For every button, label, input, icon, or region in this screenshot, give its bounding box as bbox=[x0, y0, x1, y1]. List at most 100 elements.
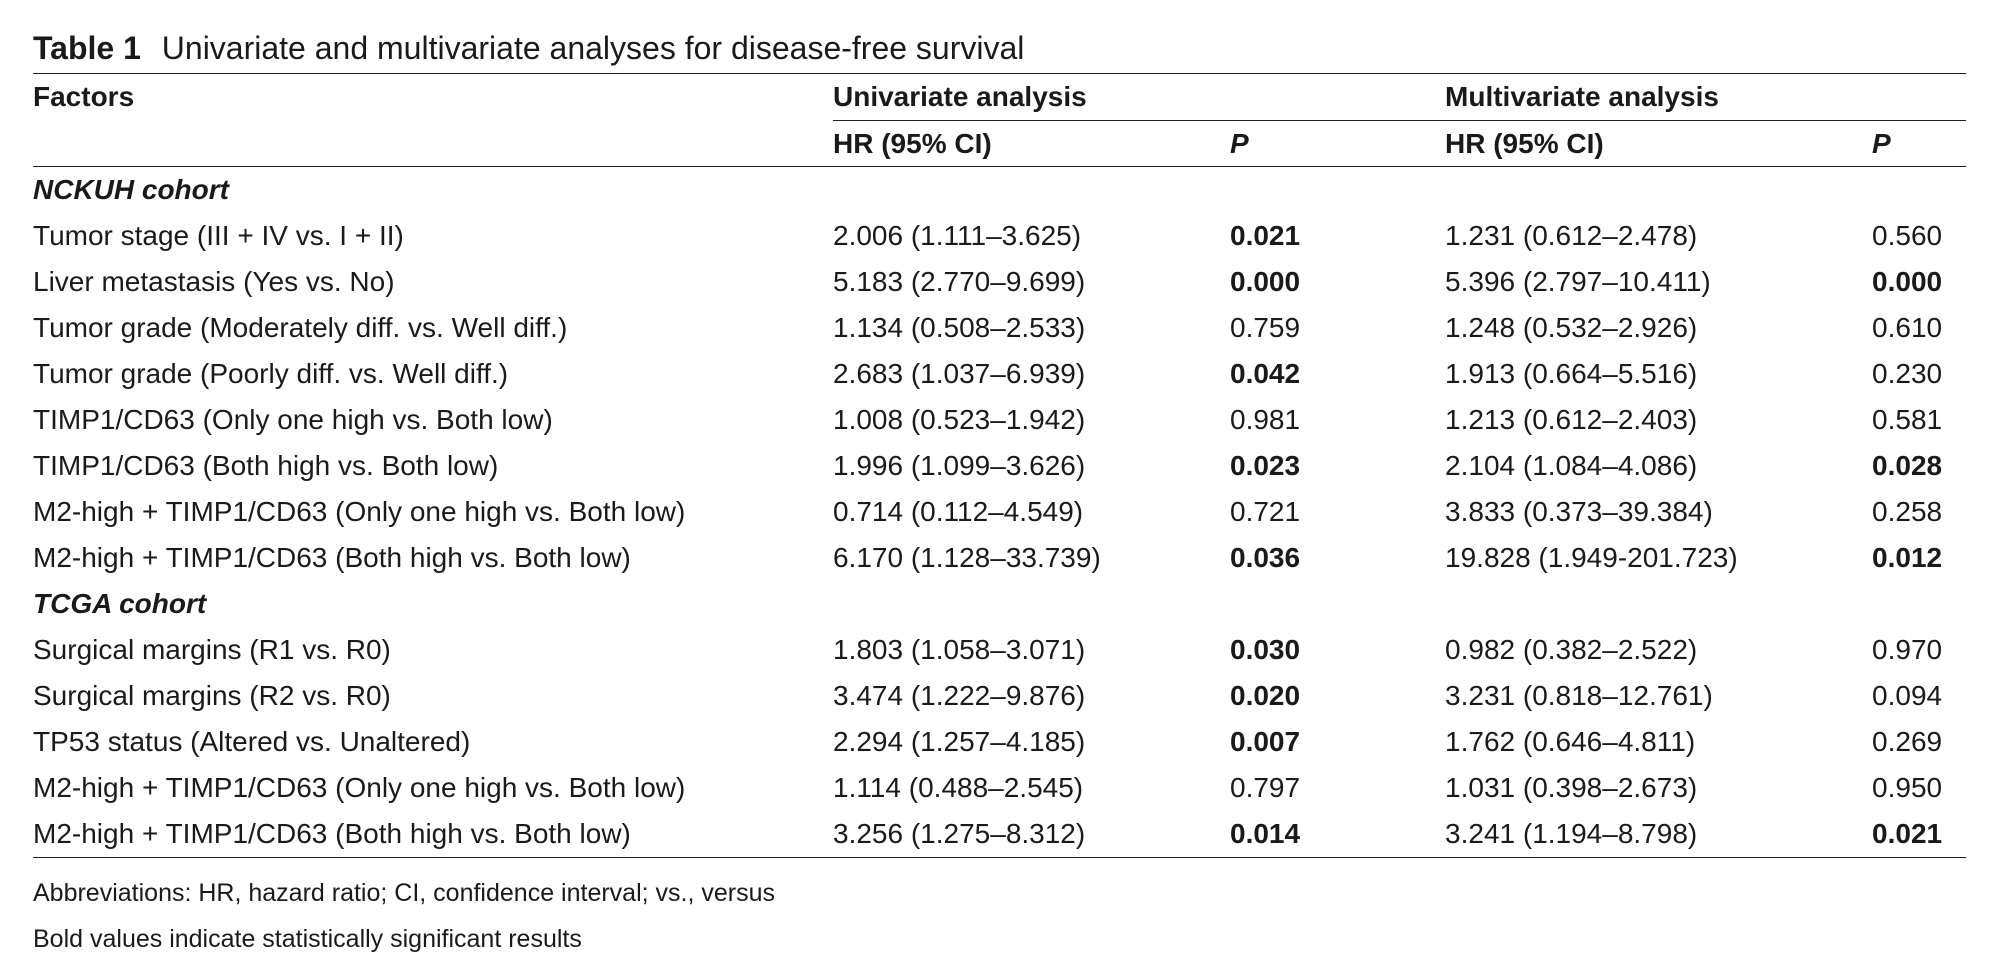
multivariate-p-cell: 0.012 bbox=[1872, 542, 1943, 573]
univariate-hr-cell: 1.008 (0.523–1.942) bbox=[833, 404, 1086, 435]
table-row: Tumor grade (Moderately diff. vs. Well d… bbox=[33, 305, 1966, 351]
factor-cell: TIMP1/CD63 (Only one high vs. Both low) bbox=[33, 404, 553, 435]
table-row: M2-high + TIMP1/CD63 (Both high vs. Both… bbox=[33, 811, 1967, 858]
table-title: Univariate and multivariate analyses for… bbox=[161, 30, 1025, 66]
factor-cell: TIMP1/CD63 (Both high vs. Both low) bbox=[33, 450, 499, 481]
multivariate-p-cell: 0.230 bbox=[1872, 358, 1943, 389]
table-row: M2-high + TIMP1/CD63 (Only one high vs. … bbox=[33, 489, 1966, 535]
multivariate-hr-cell: 1.248 (0.532–2.926) bbox=[1445, 312, 1698, 343]
univariate-p-cell: 0.007 bbox=[1230, 726, 1301, 757]
univariate-p-cell: 0.014 bbox=[1230, 811, 1446, 858]
table-row: Surgical margins (R1 vs. R0) 1.803 (1.058… bbox=[33, 627, 1966, 673]
univariate-hr-cell: 6.170 (1.128–33.739) bbox=[833, 542, 1101, 573]
multi-hr-header: HR (95% CI) bbox=[1445, 120, 1873, 167]
multivariate-hr-cell: 1.762 (0.646–4.811) bbox=[1445, 726, 1696, 757]
univariate-hr-cell: 1.803 (1.058–3.071) bbox=[833, 634, 1086, 665]
univariate-p-cell: 0.020 bbox=[1230, 680, 1301, 711]
multivariate-hr-cell: 3.231 (0.818–12.761) bbox=[1445, 680, 1713, 711]
univariate-hr-cell: 5.183 (2.770–9.699) bbox=[833, 266, 1086, 297]
multivariate-hr-cell: 2.104 (1.084–4.086) bbox=[1445, 450, 1698, 481]
table-row: Liver metastasis (Yes vs. No) 5.183 (2.77… bbox=[33, 259, 1966, 305]
multivariate-p-cell: 0.560 bbox=[1872, 220, 1943, 251]
multivariate-hr-cell: 3.833 (0.373–39.384) bbox=[1445, 496, 1713, 527]
multivariate-hr-cell: 5.396 (2.797–10.411) bbox=[1445, 266, 1711, 297]
multivariate-p-cell: 0.258 bbox=[1872, 496, 1943, 527]
univariate-p-cell: 0.030 bbox=[1230, 634, 1301, 665]
univariate-hr-cell: 0.714 (0.112–4.549) bbox=[833, 496, 1084, 527]
multivariate-hr-cell: 0.982 (0.382–2.522) bbox=[1445, 634, 1698, 665]
header-row-columns: HR (95% CI) P HR (95% CI) P bbox=[33, 120, 1967, 167]
multivariate-header-label: Multivariate analysis bbox=[1445, 81, 1719, 112]
univariate-hr-cell: 2.006 (1.111–3.625) bbox=[833, 220, 1082, 251]
section-title: NCKUH cohort bbox=[33, 174, 229, 205]
table-row: TIMP1/CD63 (Only one high vs. Both low) 1… bbox=[33, 397, 1966, 443]
multivariate-hr-cell: 1.213 (0.612–2.403) bbox=[1445, 404, 1698, 435]
multivariate-p-cell: 0.021 bbox=[1872, 811, 1967, 858]
table-row: M2-high + TIMP1/CD63 (Only one high vs. … bbox=[33, 765, 1966, 811]
factor-cell: M2-high + TIMP1/CD63 (Only one high vs. … bbox=[33, 772, 686, 803]
univariate-hr-cell: 3.474 (1.222–9.876) bbox=[833, 680, 1086, 711]
multi-p-header: P bbox=[1872, 120, 1967, 167]
table-row: Tumor stage (III + IV vs. I + II) 2.006 (… bbox=[33, 213, 1966, 259]
univariate-p-cell: 0.797 bbox=[1230, 772, 1301, 803]
univariate-p-cell: 0.021 bbox=[1230, 220, 1301, 251]
table-row: TIMP1/CD63 (Both high vs. Both low) 1.996… bbox=[33, 443, 1966, 489]
univariate-hr-cell: 1.114 (0.488–2.545) bbox=[833, 772, 1084, 803]
univariate-p-cell: 0.042 bbox=[1230, 358, 1301, 389]
univariate-hr-cell: 3.256 (1.275–8.312) bbox=[833, 811, 1230, 858]
section-row: TCGA cohort bbox=[33, 581, 1966, 627]
multivariate-hr-cell: 1.031 (0.398–2.673) bbox=[1445, 772, 1698, 803]
multivariate-p-cell: 0.094 bbox=[1872, 680, 1943, 711]
multivariate-p-cell: 0.950 bbox=[1872, 772, 1943, 803]
univariate-hr-cell: 2.294 (1.257–4.185) bbox=[833, 726, 1086, 757]
multivariate-hr-cell: 1.231 (0.612–2.478) bbox=[1445, 220, 1698, 251]
factor-cell: Liver metastasis (Yes vs. No) bbox=[33, 266, 395, 297]
table-row: TP53 status (Altered vs. Unaltered) 2.294… bbox=[33, 719, 1966, 765]
factor-cell: Tumor grade (Moderately diff. vs. Well d… bbox=[33, 312, 568, 343]
table-caption: Table 1 Univariate and multivariate anal… bbox=[33, 26, 1024, 70]
multivariate-p-cell: 0.269 bbox=[1872, 726, 1943, 757]
univariate-p-cell: 0.759 bbox=[1230, 312, 1301, 343]
univariate-header: Univariate analysis bbox=[833, 73, 1446, 121]
univariate-p-cell: 0.981 bbox=[1230, 404, 1301, 435]
section-title: TCGA cohort bbox=[33, 588, 207, 619]
factors-header: Factors bbox=[33, 73, 833, 121]
factor-cell: Surgical margins (R1 vs. R0) bbox=[33, 634, 391, 665]
table-row: M2-high + TIMP1/CD63 (Both high vs. Both… bbox=[33, 535, 1966, 581]
table-body: NCKUH cohort Tumor stage (III + IV vs. I … bbox=[33, 167, 1967, 858]
section-row: NCKUH cohort bbox=[33, 167, 1966, 214]
uni-hr-header: HR (95% CI) bbox=[833, 120, 1230, 167]
factor-cell: M2-high + TIMP1/CD63 (Both high vs. Both… bbox=[33, 811, 833, 858]
results-table: Factors Univariate analysis Multivariate… bbox=[33, 73, 1967, 858]
factor-cell: Tumor stage (III + IV vs. I + II) bbox=[33, 220, 404, 251]
table-row: Surgical margins (R2 vs. R0) 3.474 (1.222… bbox=[33, 673, 1966, 719]
factor-cell: Surgical margins (R2 vs. R0) bbox=[33, 680, 391, 711]
univariate-hr-cell: 2.683 (1.037–6.939) bbox=[833, 358, 1086, 389]
multivariate-p-cell: 0.610 bbox=[1872, 312, 1943, 343]
univariate-hr-cell: 1.996 (1.099–3.626) bbox=[833, 450, 1086, 481]
univariate-p-cell: 0.721 bbox=[1230, 496, 1301, 527]
multivariate-p-cell: 0.581 bbox=[1872, 404, 1943, 435]
univariate-p-cell: 0.000 bbox=[1230, 266, 1301, 297]
factors-subheader-empty bbox=[33, 120, 833, 167]
univariate-p-cell: 0.036 bbox=[1230, 542, 1301, 573]
factor-cell: M2-high + TIMP1/CD63 (Both high vs. Both… bbox=[33, 542, 631, 573]
header-row-groups: Factors Univariate analysis Multivariate… bbox=[33, 73, 1967, 121]
footnote-abbreviations: Abbreviations: HR, hazard ratio; CI, con… bbox=[33, 879, 775, 907]
table-footnotes: Abbreviations: HR, hazard ratio; CI, con… bbox=[33, 870, 775, 962]
uni-p-header: P bbox=[1230, 120, 1446, 167]
factor-cell: M2-high + TIMP1/CD63 (Only one high vs. … bbox=[33, 496, 686, 527]
multivariate-p-cell: 0.000 bbox=[1872, 266, 1943, 297]
factor-cell: TP53 status (Altered vs. Unaltered) bbox=[33, 726, 471, 757]
multivariate-hr-cell: 3.241 (1.194–8.798) bbox=[1445, 811, 1873, 858]
multivariate-p-cell: 0.028 bbox=[1872, 450, 1943, 481]
table-row: Tumor grade (Poorly diff. vs. Well diff.… bbox=[33, 351, 1966, 397]
univariate-p-cell: 0.023 bbox=[1230, 450, 1301, 481]
multivariate-p-cell: 0.970 bbox=[1872, 634, 1943, 665]
univariate-header-label: Univariate analysis bbox=[833, 81, 1087, 112]
factor-cell: Tumor grade (Poorly diff. vs. Well diff.… bbox=[33, 358, 509, 389]
table-label: Table 1 bbox=[33, 30, 141, 66]
multivariate-hr-cell: 19.828 (1.949-201.723) bbox=[1445, 542, 1738, 573]
multivariate-header: Multivariate analysis bbox=[1445, 73, 1967, 121]
